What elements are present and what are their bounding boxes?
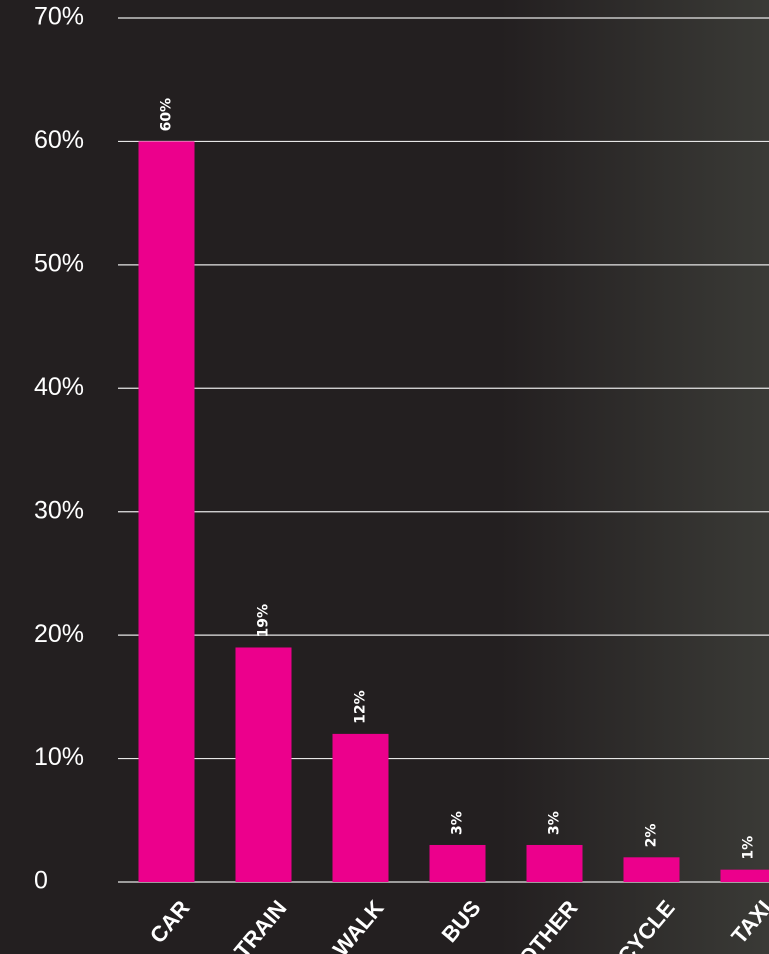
bar xyxy=(526,844,583,882)
value-label: 19% xyxy=(256,604,272,638)
bar xyxy=(138,141,195,882)
y-tick-label: 10% xyxy=(34,743,84,771)
bar xyxy=(332,733,389,882)
value-label: 60% xyxy=(159,98,175,132)
bar xyxy=(429,844,486,882)
value-label: 1% xyxy=(741,836,757,860)
y-tick-label: 20% xyxy=(34,620,84,648)
bar xyxy=(720,869,769,882)
value-label: 3% xyxy=(450,811,466,835)
value-label: 2% xyxy=(644,824,660,848)
bar xyxy=(623,857,680,882)
y-tick-label: 70% xyxy=(34,3,84,31)
value-label: 12% xyxy=(353,690,369,724)
bar xyxy=(235,647,292,882)
value-label: 3% xyxy=(547,811,563,835)
y-tick-label: 0 xyxy=(34,867,48,895)
y-tick-label: 50% xyxy=(34,249,84,277)
y-tick-label: 40% xyxy=(34,373,84,401)
y-tick-label: 60% xyxy=(34,126,84,154)
y-tick-label: 30% xyxy=(34,496,84,524)
